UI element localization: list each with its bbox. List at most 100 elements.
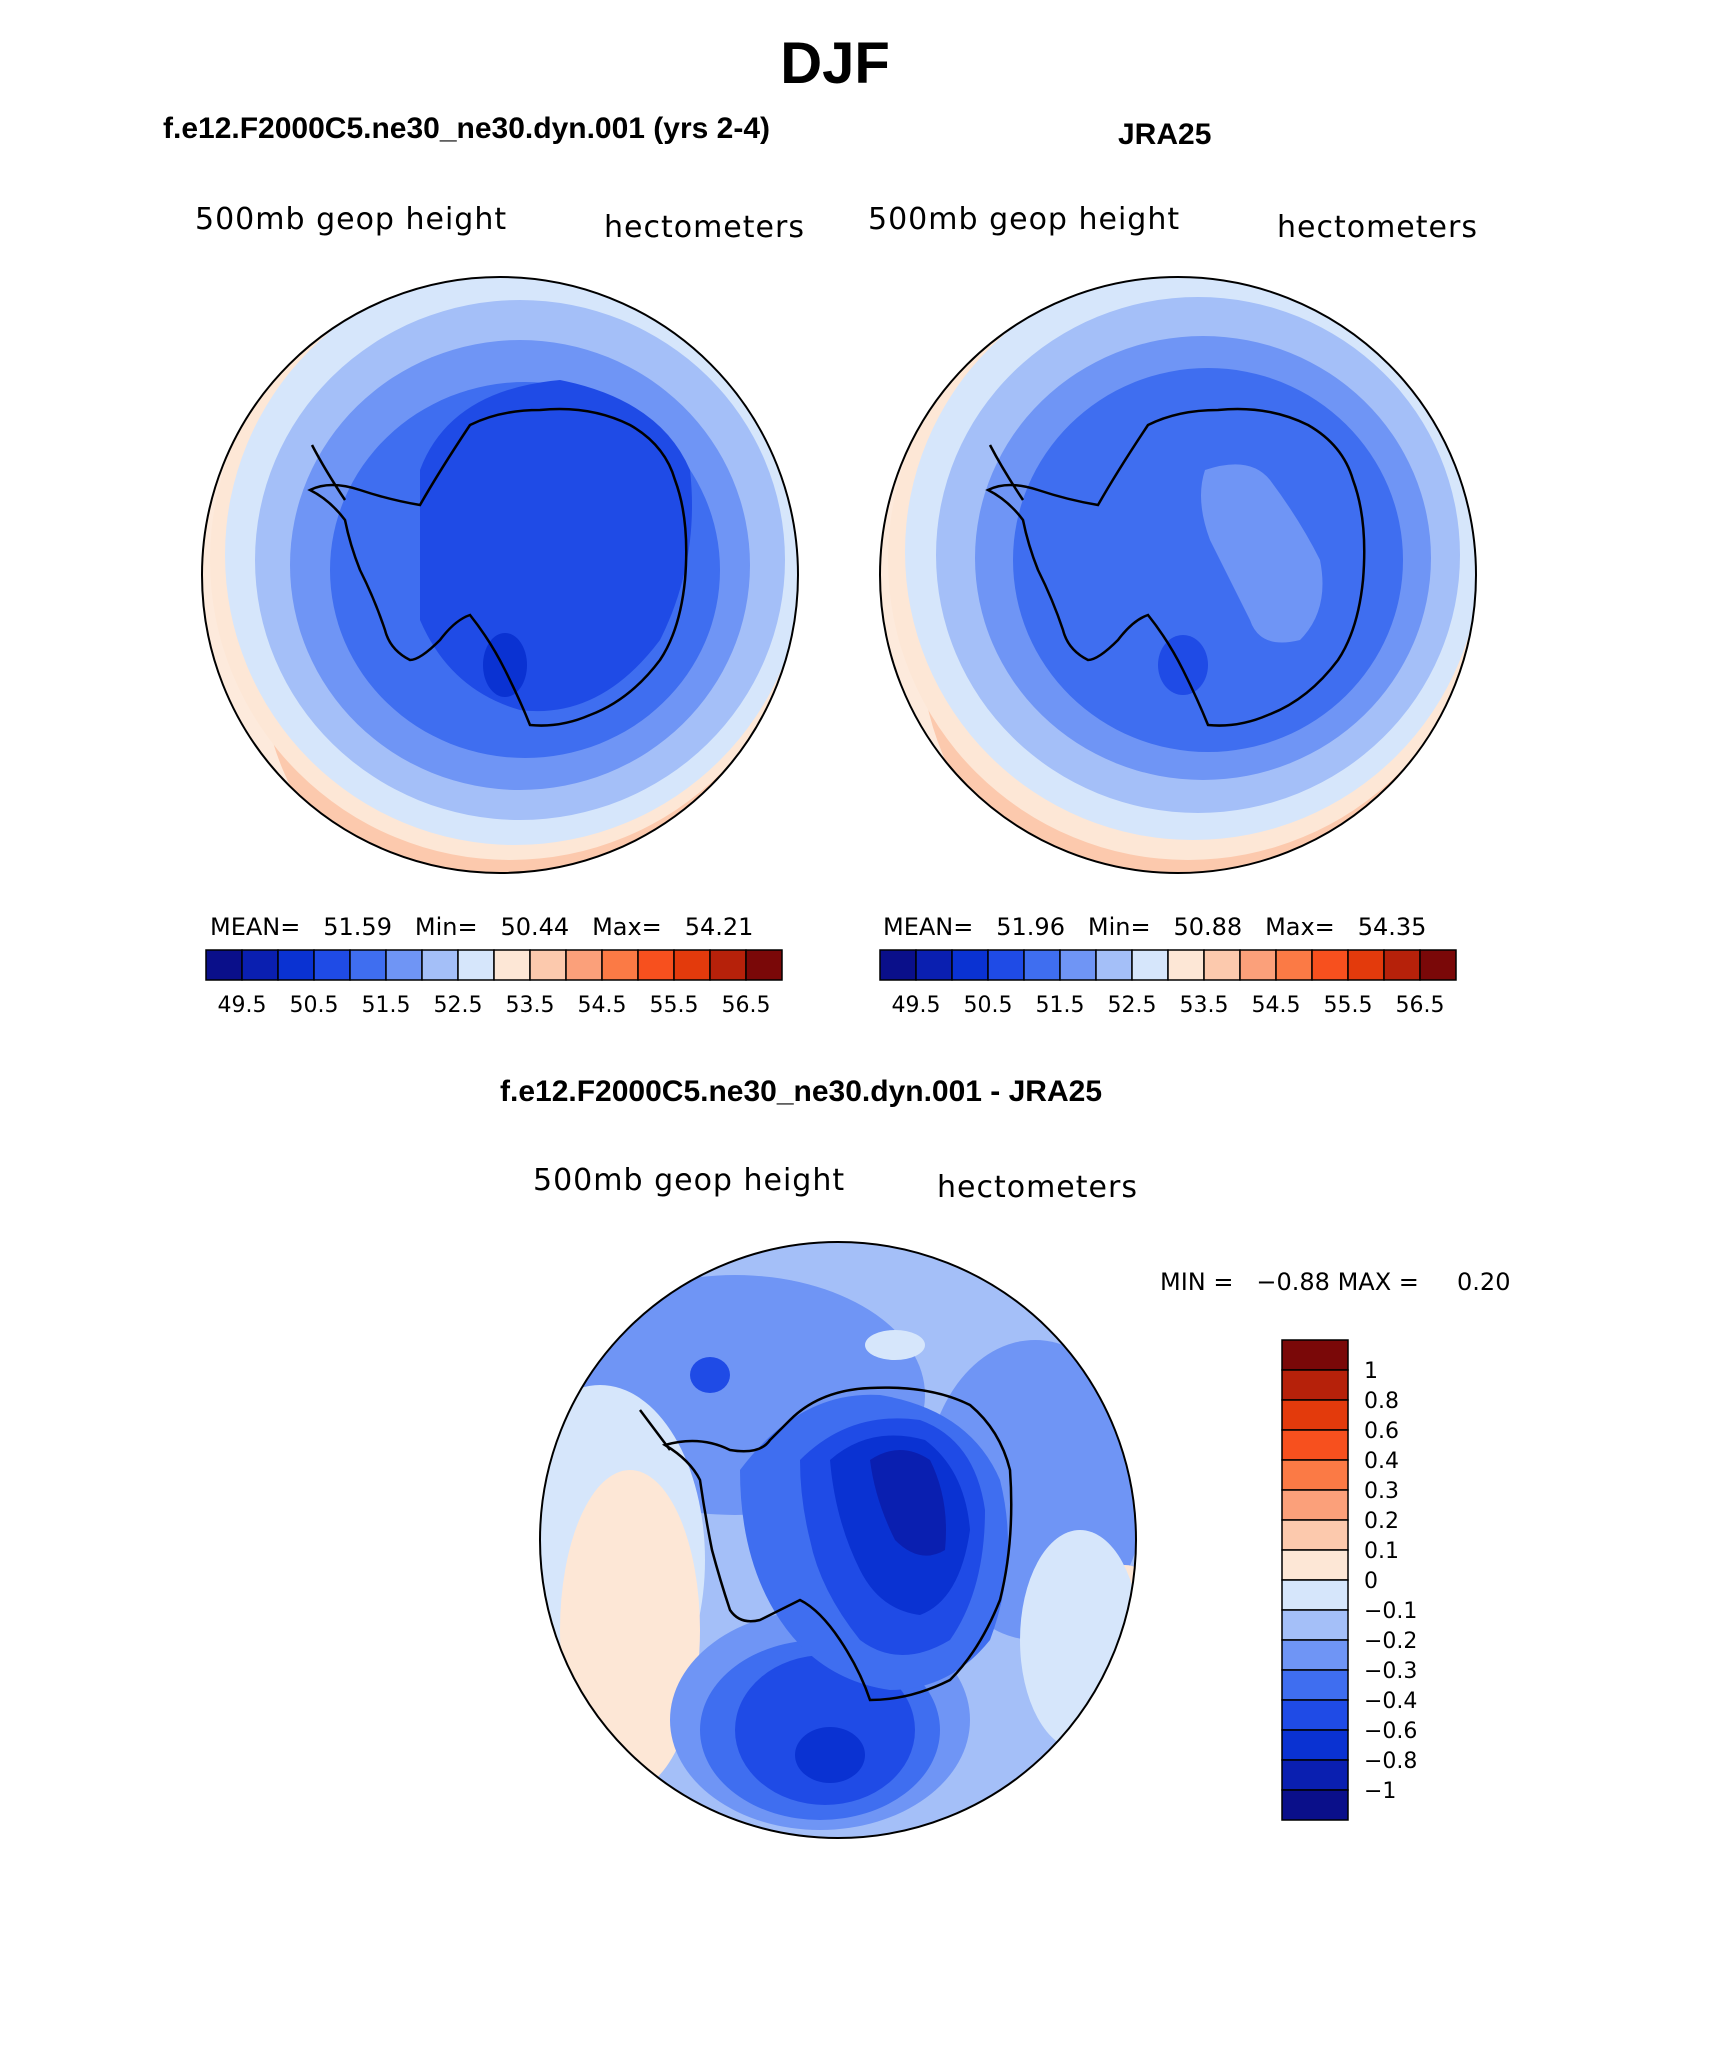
panel3-colorbar-swatch-4 bbox=[1281, 1459, 1349, 1491]
panel3-colorbar-swatch-10 bbox=[1281, 1639, 1349, 1671]
panel3-colorbar-swatch-8 bbox=[1281, 1579, 1349, 1611]
panel1-mean-value: 51.59 bbox=[323, 913, 392, 941]
page-title: DJF bbox=[780, 31, 890, 96]
map2-band-50.5 bbox=[1158, 635, 1208, 695]
panel1-stats: MEAN= 51.59 Min= 50.44 Max= 54.21 bbox=[210, 913, 753, 941]
panel3-min-value: −0.88 bbox=[1256, 1268, 1330, 1296]
map2 bbox=[880, 277, 1476, 873]
map2-outline bbox=[879, 276, 1477, 874]
panel2-colorbar-tick-label: 53.5 bbox=[1180, 993, 1229, 1018]
panel1-colorbar-swatch-15 bbox=[745, 949, 783, 981]
panel2-colorbar: 49.5 50.5 51.5 52.5 53.5 54.5 55.5 56.5 bbox=[879, 949, 1457, 1018]
panel2-colorbar-swatch-7 bbox=[1131, 949, 1169, 981]
panel1-colorbar-swatch-10 bbox=[565, 949, 603, 981]
panel2-colorbar-tick-label: 52.5 bbox=[1108, 993, 1157, 1018]
panel1-colorbar-swatch-11 bbox=[601, 949, 639, 981]
panel1-colorbar-swatch-1 bbox=[241, 949, 279, 981]
panel2-min-value: 50.88 bbox=[1173, 913, 1243, 941]
panel3-colorbar-swatch-9 bbox=[1281, 1609, 1349, 1641]
panel3-colorbar-swatch-12 bbox=[1281, 1699, 1349, 1731]
map3-band-minus0.1-n bbox=[865, 1330, 925, 1360]
panel1-colorbar-swatch-2 bbox=[277, 949, 315, 981]
panel3-colorbar: 1 0.8 0.6 0.4 0.3 0.2 0.1 0 −0.1 −0.2 −0.3 −0.4 −0.6… bbox=[1281, 1339, 1417, 1821]
panel1-colorbar-swatch-7 bbox=[457, 949, 495, 981]
panel2-colorbar-swatch-12 bbox=[1311, 949, 1349, 981]
panel2-colorbar-swatch-4 bbox=[1023, 949, 1061, 981]
panel1-colorbar-swatch-6 bbox=[421, 949, 459, 981]
panel3-colorbar-tick-label: 1 bbox=[1364, 1359, 1378, 1384]
panel2-colorbar-swatch-5 bbox=[1059, 949, 1097, 981]
panel2-colorbar-swatch-8 bbox=[1167, 949, 1205, 981]
map2-band-51 bbox=[1013, 368, 1403, 752]
panel1-colorbar-swatch-4 bbox=[349, 949, 387, 981]
panel3-colorbar-swatch-7 bbox=[1281, 1549, 1349, 1581]
panel2-max-value: 54.35 bbox=[1357, 913, 1427, 941]
panel1-max-value: 54.21 bbox=[684, 913, 754, 941]
panel1-colorbar-tick-label: 49.5 bbox=[218, 993, 267, 1018]
panel3-colorbar-tick-label: −0.3 bbox=[1364, 1659, 1417, 1684]
panel2-colorbar-swatch-6 bbox=[1095, 949, 1133, 981]
panel3-units-label: hectometers bbox=[937, 1170, 1138, 1205]
panel3-colorbar-swatch-1 bbox=[1281, 1369, 1349, 1401]
panel3-colorbar-swatch-14 bbox=[1281, 1759, 1349, 1791]
panel3-subtitle: f.e12.F2000C5.ne30_ne30.dyn.001 - JRA25 bbox=[500, 1075, 1103, 1108]
map3-band-minus1 bbox=[870, 1450, 946, 1556]
panel2-colorbar-tick-label: 50.5 bbox=[964, 993, 1013, 1018]
panel3-colorbar-tick-label: −0.2 bbox=[1364, 1629, 1417, 1654]
panel2-colorbar-swatch-11 bbox=[1275, 949, 1313, 981]
panel3-colorbar-swatch-6 bbox=[1281, 1519, 1349, 1551]
panel3-min-label: MIN = bbox=[1160, 1268, 1234, 1296]
panel3-variable-label: 500mb geop height bbox=[533, 1163, 846, 1198]
panel2-variable-label: 500mb geop height bbox=[868, 202, 1181, 237]
panel3-colorbar-tick-label: −0.8 bbox=[1364, 1749, 1417, 1774]
panel2-colorbar-swatch-1 bbox=[915, 949, 953, 981]
panel2-mean-value: 51.96 bbox=[996, 913, 1065, 941]
map2-band-51-high bbox=[1201, 464, 1323, 643]
panel2-colorbar-swatch-3 bbox=[987, 949, 1025, 981]
panel1-colorbar-swatch-13 bbox=[673, 949, 711, 981]
map3-outline bbox=[539, 1241, 1137, 1839]
map1 bbox=[202, 277, 798, 873]
panel2-colorbar-swatch-14 bbox=[1383, 949, 1421, 981]
panel3-max-value: 0.20 bbox=[1457, 1268, 1511, 1296]
panel3-colorbar-swatch-3 bbox=[1281, 1429, 1349, 1461]
panel3-colorbar-swatch-13 bbox=[1281, 1729, 1349, 1761]
map1-outline bbox=[201, 276, 799, 874]
panel2-units-label: hectometers bbox=[1277, 210, 1478, 245]
map3-peninsula bbox=[639, 1409, 672, 1451]
panel1-units-label: hectometers bbox=[604, 210, 805, 245]
panel1-colorbar-tick-label: 54.5 bbox=[578, 993, 627, 1018]
panel1-mean-label: MEAN= bbox=[210, 913, 301, 941]
panel3-colorbar-tick-label: −1 bbox=[1364, 1779, 1396, 1804]
map3-band-minus0.1-e bbox=[1020, 1530, 1136, 1750]
map3-band-minus0.8-s bbox=[795, 1727, 865, 1783]
panel3-colorbar-tick-label: 0.3 bbox=[1364, 1479, 1399, 1504]
panel2-stats: MEAN= 51.96 Min= 50.88 Max= 54.35 bbox=[883, 913, 1426, 941]
map3-coastline bbox=[661, 1386, 1013, 1702]
panel1-colorbar-tick-label: 52.5 bbox=[434, 993, 483, 1018]
panel2-colorbar-swatch-0 bbox=[879, 949, 917, 981]
panel3-colorbar-tick-label: 0.2 bbox=[1364, 1509, 1399, 1534]
panel2-colorbar-swatch-13 bbox=[1347, 949, 1385, 981]
panel2-colorbar-tick-label: 51.5 bbox=[1036, 993, 1085, 1018]
panel3-colorbar-tick-label: 0.1 bbox=[1364, 1539, 1399, 1564]
panel1-max-label: Max= bbox=[592, 913, 662, 941]
panel1-colorbar-tick-label: 51.5 bbox=[362, 993, 411, 1018]
panel1-colorbar-tick-label: 56.5 bbox=[722, 993, 771, 1018]
panel2-subtitle: JRA25 bbox=[1118, 118, 1212, 151]
panel3-colorbar-swatch-5 bbox=[1281, 1489, 1349, 1521]
panel1-colorbar-swatch-3 bbox=[313, 949, 351, 981]
panel1-colorbar-swatch-9 bbox=[529, 949, 567, 981]
panel3-max-label: MAX = bbox=[1337, 1268, 1419, 1296]
panel3-colorbar-tick-label: −0.6 bbox=[1364, 1719, 1417, 1744]
panel3-colorbar-tick-label: −0.1 bbox=[1364, 1599, 1417, 1624]
map1-band-50.5 bbox=[420, 380, 692, 712]
panel2-colorbar-swatch-15 bbox=[1419, 949, 1457, 981]
panel1-colorbar-tick-label: 53.5 bbox=[506, 993, 555, 1018]
panel3-colorbar-swatch-15 bbox=[1281, 1789, 1349, 1821]
panel2-colorbar-tick-label: 56.5 bbox=[1396, 993, 1445, 1018]
map3-band-minus0.6-nw bbox=[690, 1357, 730, 1393]
panel3-colorbar-tick-label: 0.4 bbox=[1364, 1449, 1399, 1474]
panel2-mean-label: MEAN= bbox=[883, 913, 974, 941]
